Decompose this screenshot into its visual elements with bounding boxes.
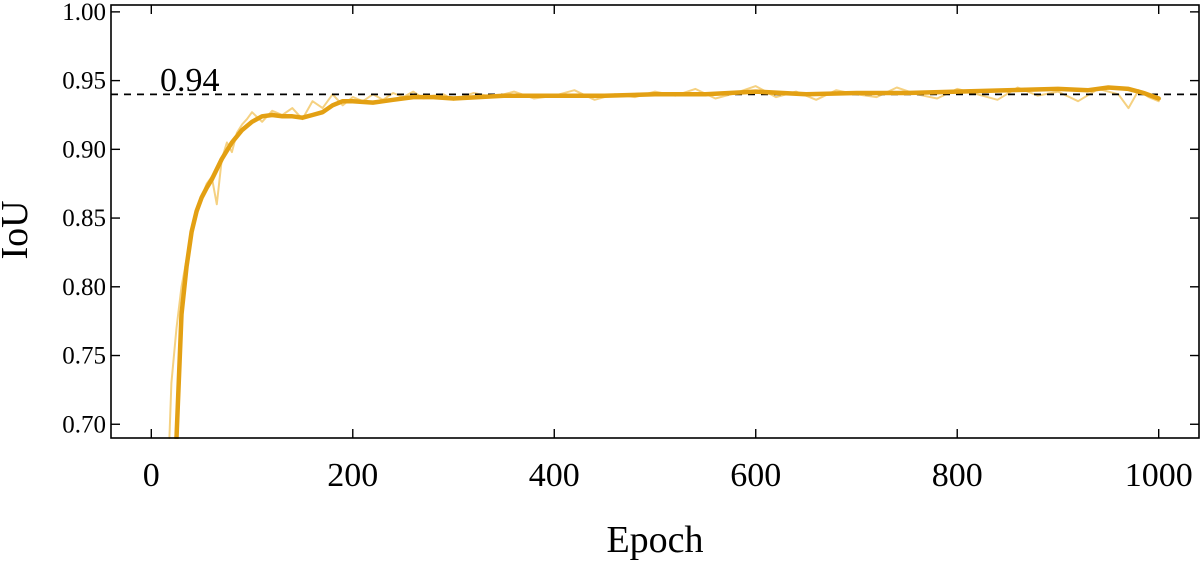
plot-frame	[110, 4, 1200, 439]
x-tick-label: 0	[143, 457, 160, 494]
y-tick-label: 0.75	[62, 343, 106, 370]
raw-iou-line	[168, 85, 1160, 439]
y-tick-label: 0.95	[62, 68, 106, 95]
x-tick-label: 400	[529, 457, 580, 494]
x-tick-label: 600	[730, 457, 781, 494]
axis-labels: Epoch IoU 0.94	[0, 62, 704, 561]
reference-line-label: 0.94	[160, 62, 220, 99]
y-tick-label: 0.85	[62, 205, 106, 232]
axes: 0.70 0.75 0.80 0.85 0.90 0.95 1.00 0 200 400 600 80…	[62, 0, 1200, 494]
smoothed-series-layer	[174, 85, 1161, 439]
y-tick-label: 1.00	[62, 0, 106, 26]
x-axis-title: Epoch	[606, 519, 703, 561]
y-tick-label: 0.90	[62, 136, 106, 163]
x-tick-label: 1000	[1125, 457, 1193, 494]
x-tick-label: 200	[327, 457, 378, 494]
x-tick-label: 800	[932, 457, 983, 494]
smoothed-iou-line	[174, 85, 1161, 439]
raw-series-layer	[168, 85, 1160, 439]
y-tick-label: 0.80	[62, 274, 106, 301]
y-axis-title: IoU	[0, 200, 36, 259]
y-tick-label: 0.70	[62, 411, 106, 438]
